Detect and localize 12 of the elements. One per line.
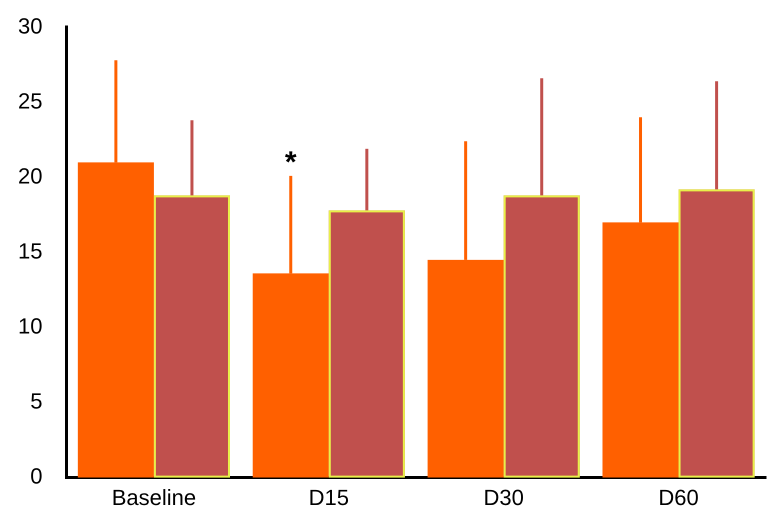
y-tick-label: 15: [18, 238, 42, 264]
y-tick-label: 30: [18, 13, 42, 38]
y-tick-label: 25: [18, 88, 42, 114]
x-tick-label: D15: [308, 484, 349, 510]
annotation: *: [284, 146, 297, 179]
x-tick-label: Baseline: [112, 484, 196, 510]
y-tick-label: 5: [30, 388, 42, 414]
y-tick-label: 0: [30, 464, 42, 489]
y-tick-label: 10: [18, 314, 42, 339]
y-tick-label: 20: [18, 163, 42, 188]
x-tick-label: D60: [658, 484, 699, 510]
x-tick-label: D30: [483, 484, 524, 510]
